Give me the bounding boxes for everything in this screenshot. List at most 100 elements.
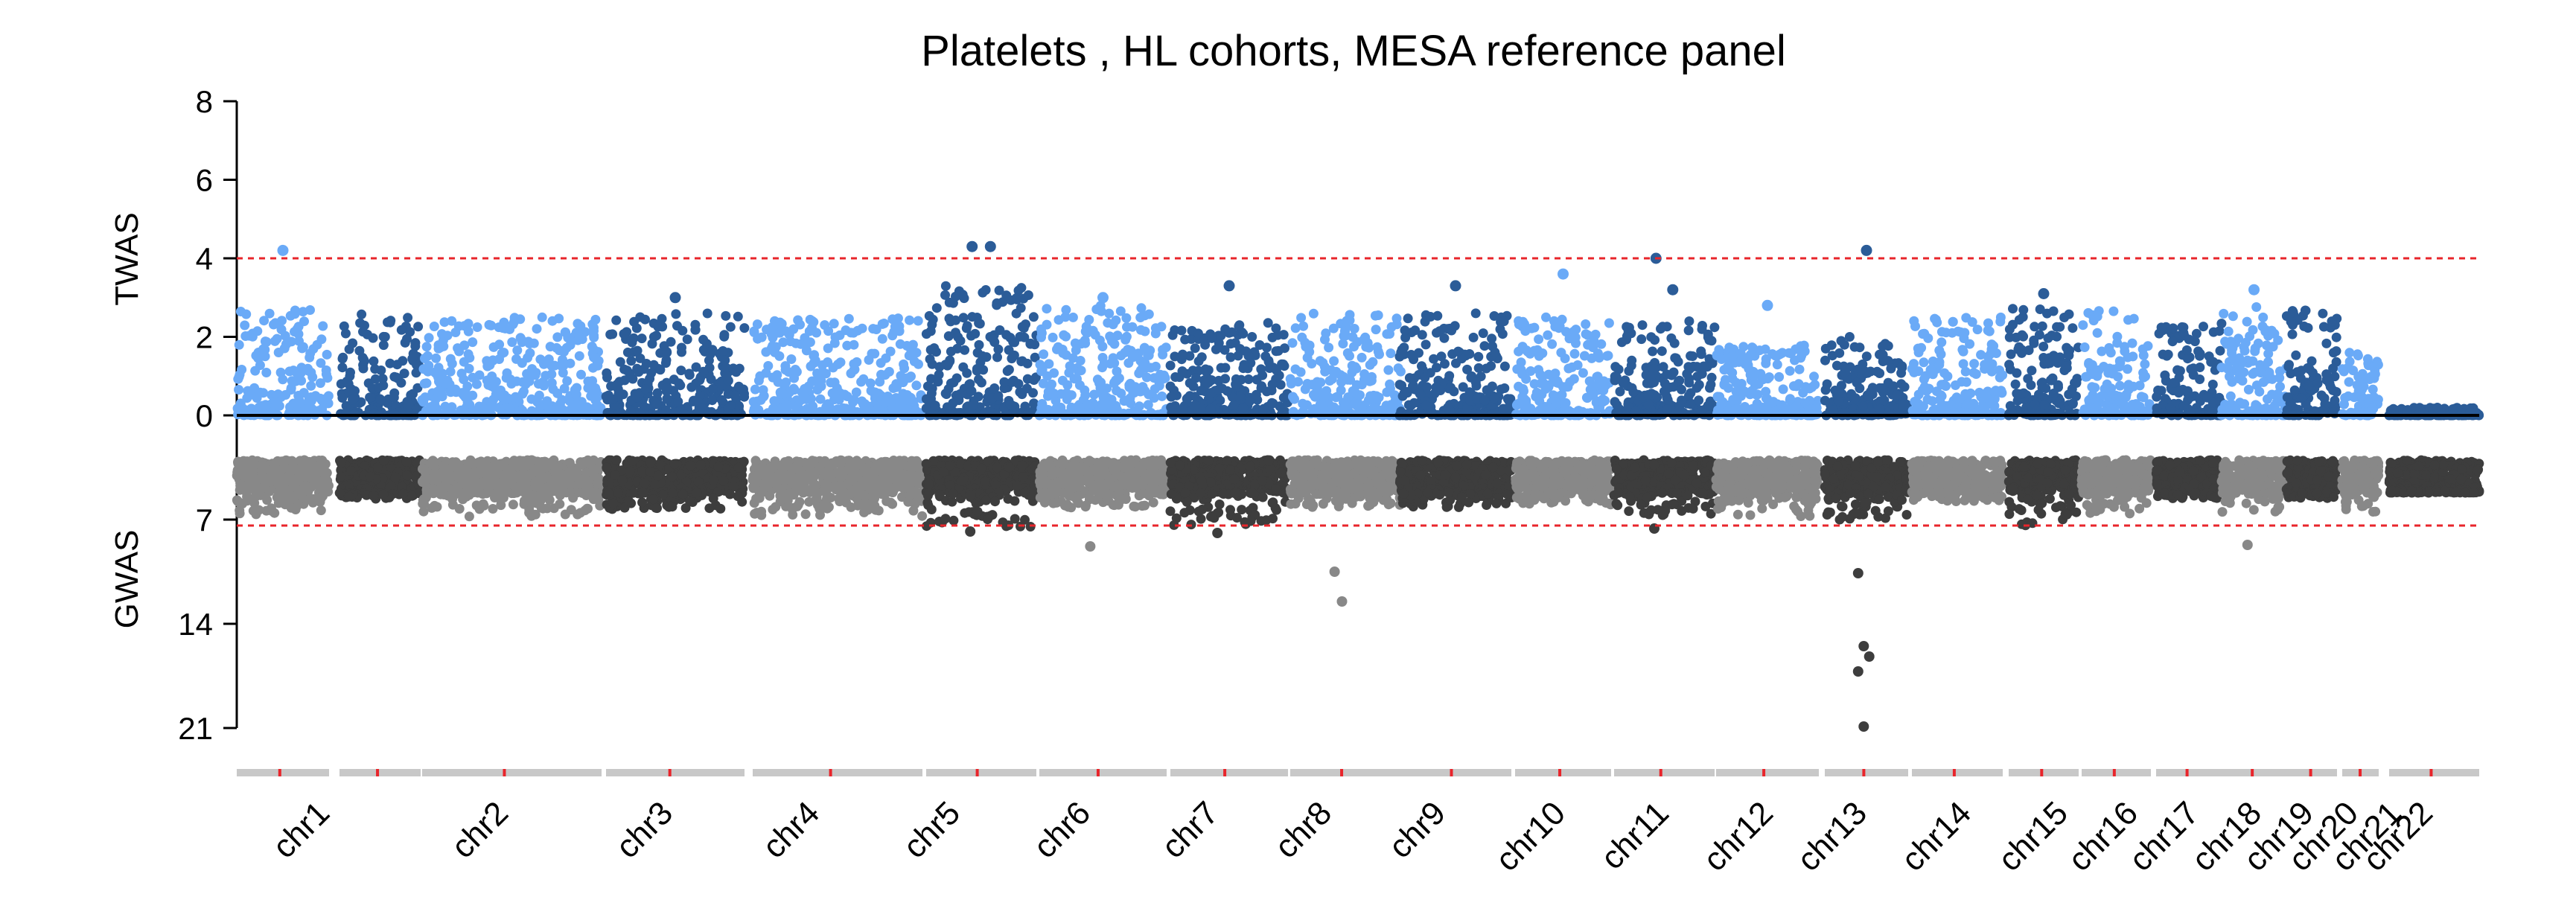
twas-point	[1090, 330, 1100, 340]
twas-point	[774, 328, 785, 338]
twas-peak-point	[669, 292, 681, 304]
twas-point	[269, 319, 278, 330]
twas-point	[2369, 373, 2379, 383]
twas-point	[1796, 341, 1806, 351]
twas-point	[673, 397, 683, 406]
twas-point	[2287, 329, 2298, 339]
twas-point	[2202, 392, 2213, 403]
twas-point	[1579, 351, 1590, 361]
twas-point	[2082, 371, 2092, 382]
twas-point	[447, 359, 457, 368]
twas-point	[1061, 331, 1071, 342]
twas-point	[1338, 339, 1348, 349]
twas-point	[270, 336, 280, 346]
twas-point	[858, 374, 869, 384]
twas-point	[587, 376, 598, 386]
twas-point	[686, 382, 697, 392]
twas-point	[877, 333, 887, 344]
gwas-point	[290, 505, 301, 514]
twas-point	[611, 315, 622, 325]
twas-point	[1697, 324, 1707, 334]
twas-point	[1391, 319, 1402, 330]
twas-point	[234, 339, 244, 350]
twas-point	[1598, 397, 1608, 407]
twas-point	[1021, 319, 1030, 330]
twas-point	[2251, 302, 2262, 312]
twas-point	[1037, 364, 1048, 374]
twas-point	[911, 348, 922, 358]
twas-point	[517, 335, 527, 345]
twas-point	[1048, 332, 1058, 342]
twas-point	[1359, 374, 1369, 385]
twas-point	[2301, 305, 2311, 316]
twas-point	[1053, 342, 1063, 352]
twas-point	[960, 345, 970, 355]
twas-point	[682, 334, 692, 345]
twas-point	[1662, 369, 1672, 380]
twas-point	[482, 375, 492, 386]
twas-point	[298, 307, 308, 317]
twas-point	[1307, 359, 1317, 368]
twas-point	[552, 388, 563, 398]
twas-point	[844, 313, 854, 324]
twas-point	[857, 396, 867, 406]
twas-point	[2264, 369, 2274, 379]
twas-point	[1470, 308, 1481, 319]
twas-point	[958, 313, 969, 323]
twas-point	[1167, 330, 1178, 340]
twas-point	[1736, 379, 1747, 389]
twas-point	[2318, 308, 2328, 319]
twas-point	[2034, 330, 2044, 340]
twas-point	[1254, 340, 1265, 350]
twas-point	[2029, 338, 2039, 348]
twas-point	[1551, 398, 1561, 408]
gwas-point	[252, 488, 263, 498]
twas-point	[1331, 392, 1342, 403]
twas-point	[739, 392, 750, 402]
twas-point	[1542, 402, 1552, 412]
twas-point	[1731, 386, 1741, 397]
twas-point	[807, 376, 817, 386]
twas-point	[431, 353, 441, 363]
twas-point	[2344, 348, 2355, 358]
twas-point	[1578, 368, 1588, 378]
twas-point	[1290, 364, 1301, 374]
twas-point	[652, 388, 663, 398]
twas-point	[344, 344, 354, 354]
twas-point	[2026, 380, 2036, 390]
twas-point	[829, 377, 840, 388]
twas-point	[2052, 322, 2062, 332]
twas-point	[1320, 334, 1330, 345]
twas-point	[316, 334, 327, 345]
twas-point	[890, 322, 900, 332]
twas-point	[1856, 365, 1866, 375]
twas-point	[752, 319, 762, 330]
twas-point	[961, 323, 972, 333]
twas-point	[2352, 380, 2362, 390]
twas-point	[1167, 403, 1177, 413]
twas-point	[1220, 363, 1231, 373]
twas-point	[930, 400, 940, 411]
twas-point	[1684, 377, 1695, 388]
twas-point	[1516, 365, 1526, 375]
twas-point	[1602, 351, 1612, 361]
twas-point	[1556, 348, 1566, 358]
twas-point	[770, 316, 780, 326]
twas-point	[1637, 320, 1648, 331]
twas-point	[1888, 381, 1898, 392]
twas-point	[1662, 404, 1673, 414]
twas-point	[612, 380, 622, 389]
twas-point	[2012, 389, 2022, 399]
twas-point	[2214, 326, 2225, 336]
twas-point	[2318, 322, 2329, 332]
twas-point	[1016, 357, 1027, 366]
twas-point	[1834, 348, 1845, 358]
twas-point	[423, 351, 433, 361]
twas-point	[279, 343, 290, 354]
twas-point	[880, 398, 890, 408]
twas-point	[535, 354, 546, 365]
twas-point	[634, 367, 644, 377]
twas-point	[1136, 303, 1147, 313]
twas-point	[993, 391, 1004, 401]
twas-point	[1802, 400, 1813, 409]
